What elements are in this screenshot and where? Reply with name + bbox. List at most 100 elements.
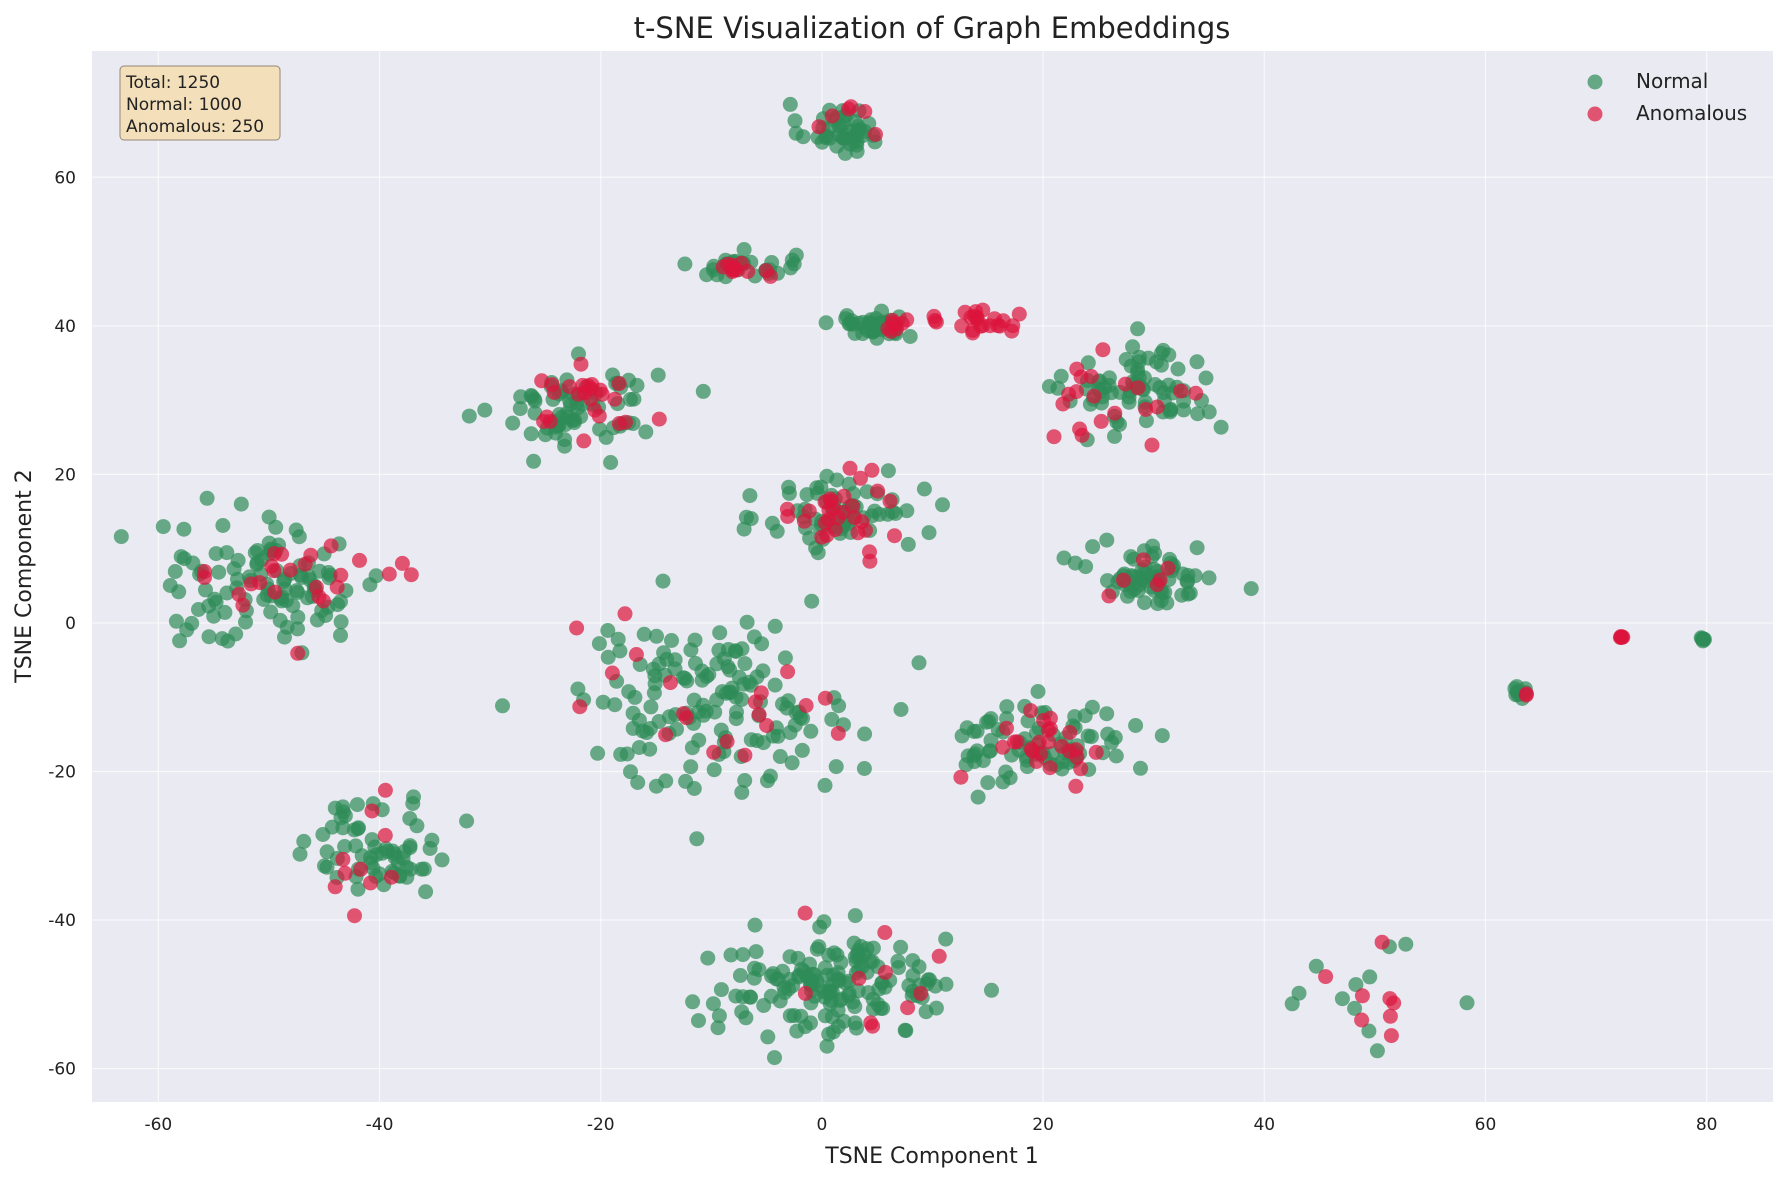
data-point-normal: [739, 614, 755, 630]
data-point-anomalous: [780, 664, 796, 680]
x-tick-label: 20: [1032, 1115, 1054, 1135]
data-point-normal: [362, 577, 378, 593]
data-point-anomalous: [999, 720, 1014, 736]
data-point-anomalous: [1095, 342, 1111, 358]
data-point-normal: [821, 1026, 837, 1042]
data-point-anomalous: [797, 905, 813, 921]
data-point-normal: [296, 833, 312, 849]
data-point-anomalous: [842, 460, 858, 476]
data-point-anomalous: [335, 851, 351, 867]
data-point-normal: [775, 696, 790, 712]
data-point-normal: [1138, 413, 1154, 429]
data-point-anomalous: [847, 510, 863, 526]
data-point-normal: [699, 669, 715, 684]
data-point-normal: [291, 529, 307, 545]
data-point-normal: [667, 661, 683, 677]
data-point-anomalous: [900, 1000, 916, 1016]
data-point-normal: [860, 985, 876, 1001]
data-point-normal: [772, 993, 788, 1009]
data-point-normal: [734, 692, 750, 707]
data-point-normal: [315, 827, 331, 842]
data-point-normal: [713, 982, 729, 998]
data-point-normal: [732, 968, 748, 983]
data-point-anomalous: [580, 378, 596, 394]
data-point-anomalous: [858, 522, 873, 538]
data-point-normal: [526, 453, 542, 469]
data-point-normal: [847, 999, 863, 1015]
data-point-normal: [767, 1050, 782, 1066]
data-point-normal: [847, 908, 863, 924]
data-point-normal: [826, 945, 842, 961]
data-point-anomalous: [1149, 399, 1165, 415]
data-point-normal: [893, 702, 909, 717]
data-point-normal: [734, 784, 750, 800]
data-point-normal: [1067, 555, 1083, 571]
data-point-anomalous: [394, 555, 410, 571]
data-point-normal: [995, 774, 1011, 790]
tick-labels: -60 -40 -20 0 20 40 60 80 -60 -40 -20 0 20 40 60: [48, 168, 1717, 1135]
data-point-normal: [1108, 748, 1124, 764]
legend-marker-normal: [1587, 74, 1603, 90]
y-tick-label: -20: [48, 762, 76, 782]
data-point-normal: [418, 884, 434, 900]
data-point-anomalous: [817, 515, 833, 531]
data-point-normal: [650, 367, 666, 383]
data-point-normal: [743, 989, 759, 1005]
data-point-normal: [1170, 361, 1186, 377]
data-point-normal: [817, 777, 833, 793]
data-point-normal: [1056, 550, 1072, 566]
data-point-normal: [600, 623, 616, 638]
data-point-anomalous: [954, 318, 970, 334]
data-point-anomalous: [377, 827, 393, 843]
data-point-anomalous: [1011, 306, 1027, 322]
data-point-normal: [767, 677, 783, 693]
data-point-anomalous: [1055, 396, 1071, 412]
data-point-normal: [935, 497, 950, 513]
data-point-anomalous: [569, 620, 585, 636]
data-point-normal: [849, 1020, 864, 1036]
data-point-normal: [636, 626, 652, 642]
data-point-normal: [364, 832, 380, 848]
data-point-normal: [938, 931, 954, 947]
data-point-normal: [1243, 581, 1259, 597]
data-point-anomalous: [308, 579, 324, 595]
data-point-normal: [760, 773, 775, 789]
data-point-anomalous: [1068, 778, 1084, 794]
data-point-anomalous: [1101, 588, 1117, 604]
data-point-normal: [233, 496, 249, 512]
data-point-normal: [1180, 586, 1196, 602]
data-point-normal: [113, 529, 129, 545]
data-point-anomalous: [618, 414, 633, 430]
data-point-normal: [999, 699, 1015, 715]
data-point-normal: [723, 947, 739, 963]
data-point-normal: [967, 746, 983, 762]
data-point-normal: [782, 96, 798, 112]
data-point-normal: [735, 947, 751, 963]
data-point-normal: [1163, 401, 1179, 417]
data-point-anomalous: [899, 312, 915, 328]
data-point-anomalous: [403, 567, 419, 583]
y-tick-label: 40: [54, 317, 76, 337]
data-point-anomalous: [957, 304, 973, 320]
data-point-anomalous: [1023, 703, 1039, 719]
data-point-anomalous: [264, 558, 280, 574]
data-point-normal: [764, 515, 780, 531]
data-point-normal: [817, 1008, 833, 1024]
data-point-anomalous: [282, 562, 298, 578]
data-point-normal: [459, 813, 475, 829]
data-point-normal: [748, 944, 764, 960]
data-point-anomalous: [352, 552, 367, 568]
data-point-normal: [781, 479, 797, 495]
data-point-normal: [168, 613, 184, 629]
data-point-anomalous: [1041, 734, 1056, 750]
data-point-normal: [612, 643, 628, 659]
data-point-normal: [843, 313, 859, 329]
data-point-normal: [696, 707, 711, 723]
data-point-anomalous: [737, 747, 753, 763]
data-point-normal: [689, 831, 705, 847]
data-point-anomalous: [651, 411, 667, 427]
data-point-normal: [630, 775, 646, 790]
data-point-anomalous: [1354, 988, 1370, 1004]
data-point-normal: [230, 552, 246, 568]
data-point-normal: [865, 940, 881, 956]
